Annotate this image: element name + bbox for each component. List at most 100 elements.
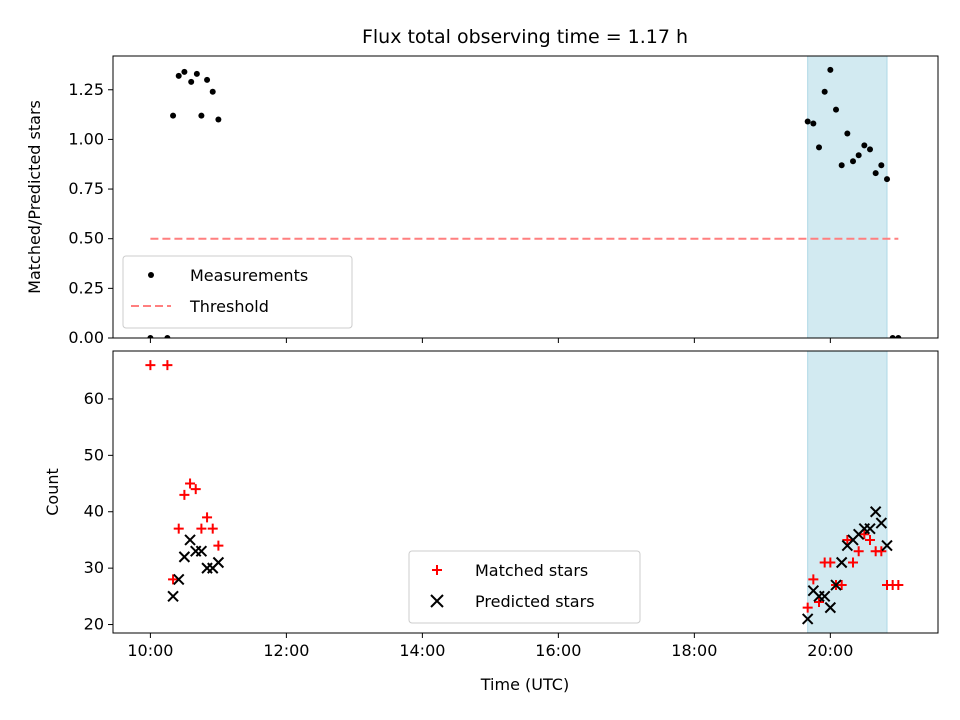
legend-box xyxy=(122,255,353,329)
top-y-axis-label: Matched/Predicted stars xyxy=(25,100,44,294)
legend: Matched stars Predicted stars xyxy=(408,550,641,624)
y-tick-label: 0.75 xyxy=(68,179,104,198)
matched-stars-point xyxy=(876,546,887,557)
measurements-point xyxy=(816,144,823,151)
observing-window-shading xyxy=(807,56,888,338)
legend: Measurements Threshold xyxy=(122,255,353,329)
x-tick-label: 10:00 xyxy=(127,641,173,660)
predicted-stars-point xyxy=(184,534,196,546)
y-tick-label: 1.00 xyxy=(68,129,104,148)
measurements-point xyxy=(170,112,177,119)
x-tick-label: 18:00 xyxy=(671,641,717,660)
matched-stars-point xyxy=(173,523,184,534)
axes-frame xyxy=(112,350,939,634)
matched-stars-point xyxy=(825,557,836,568)
matched-stars-point xyxy=(185,478,196,489)
predicted-stars-point xyxy=(173,573,185,586)
legend-label-measurements: Measurements xyxy=(190,266,308,285)
matched-stars-point xyxy=(893,580,904,591)
predicted-stars-point xyxy=(801,613,814,625)
predicted-stars-point xyxy=(875,517,888,529)
matched-stars-point xyxy=(145,360,156,371)
predicted-stars-point xyxy=(835,556,848,569)
matched-stars-point xyxy=(842,534,853,545)
x-tick-label: 14:00 xyxy=(399,641,445,660)
measurements-point xyxy=(884,176,891,183)
measurements-point xyxy=(867,146,874,153)
legend-label-threshold: Threshold xyxy=(189,297,269,316)
y-tick-label: 50 xyxy=(84,445,104,464)
bottom-panel: 20 30 40 50 60 10:00 12:00 14:00 16:00 18:00 20:00… xyxy=(84,350,939,660)
measurements-point xyxy=(164,335,171,338)
y-tick-label: 40 xyxy=(84,502,104,521)
measurements-point xyxy=(821,88,828,95)
measurements-point xyxy=(198,112,205,119)
measurements-point xyxy=(188,78,195,85)
y-tick-label: 0.50 xyxy=(68,229,104,248)
x-tick-label: 12:00 xyxy=(263,641,309,660)
measurements-point xyxy=(147,335,154,338)
matched-stars-point xyxy=(190,484,201,495)
predicted-stars-point xyxy=(212,556,225,569)
x-tick-label: 20:00 xyxy=(807,641,853,660)
measurements-point xyxy=(804,118,811,125)
legend-swatch-predicted-stars xyxy=(430,594,444,608)
predicted-stars-point xyxy=(830,579,842,591)
measurements-point xyxy=(833,106,840,113)
measurements-point xyxy=(889,335,896,338)
y-tick-label: 0.00 xyxy=(68,328,104,347)
predicted-stars-point xyxy=(167,590,179,603)
measurements-point xyxy=(844,130,851,137)
chart-title: Flux total observing time = 1.17 h xyxy=(362,26,688,48)
matched-stars-point xyxy=(808,574,819,585)
x-tick-label: 16:00 xyxy=(535,641,581,660)
bottom-y-axis-label: Count xyxy=(43,468,62,516)
y-tick-label: 60 xyxy=(84,389,104,408)
predicted-stars-point xyxy=(864,522,876,535)
axes-frame xyxy=(112,55,939,339)
measurements-point xyxy=(209,88,216,95)
measurements-point xyxy=(872,170,879,177)
matched-stars-point xyxy=(853,546,864,557)
plot-area xyxy=(145,351,904,633)
measurements-point xyxy=(204,76,211,83)
measurements-point xyxy=(850,158,857,165)
measurements-point xyxy=(827,66,834,73)
matched-stars-point xyxy=(814,596,825,607)
observing-window-shading xyxy=(807,351,888,633)
matched-stars-point xyxy=(865,534,876,545)
matched-stars-point xyxy=(168,574,179,585)
predicted-stars-point xyxy=(818,590,831,603)
legend-box xyxy=(408,550,641,624)
y-tick-label: 1.25 xyxy=(68,80,104,99)
plot-area xyxy=(147,56,902,338)
y-tick-label: 20 xyxy=(84,615,104,634)
x-axis-label: Time (UTC) xyxy=(480,675,569,694)
matched-stars-point xyxy=(836,580,847,591)
measurements-point xyxy=(193,70,200,77)
measurements-point xyxy=(855,152,862,159)
measurements-point xyxy=(861,142,868,149)
matched-stars-point xyxy=(802,602,813,613)
measurements-point xyxy=(895,335,902,338)
matched-stars-point xyxy=(179,489,190,500)
matched-stars-point xyxy=(162,360,173,371)
measurements-point xyxy=(215,116,222,123)
matched-stars-point xyxy=(859,529,870,540)
y-tick-label: 30 xyxy=(84,558,104,577)
measurements-point xyxy=(181,68,188,75)
predicted-stars-point xyxy=(881,539,893,552)
matched-stars-point xyxy=(848,557,859,568)
legend-swatch-measurements xyxy=(148,272,154,278)
measurements-point xyxy=(838,162,845,169)
legend-label-predicted-stars: Predicted stars xyxy=(475,592,595,611)
predicted-stars-point xyxy=(869,506,882,518)
legend-label-matched-stars: Matched stars xyxy=(475,561,588,580)
legend-swatch-matched-stars xyxy=(432,565,442,575)
matched-stars-point xyxy=(202,512,213,523)
predicted-stars-point xyxy=(824,601,837,614)
matched-stars-point xyxy=(207,523,218,534)
matched-stars-point xyxy=(196,523,207,534)
measurements-point xyxy=(878,162,885,169)
